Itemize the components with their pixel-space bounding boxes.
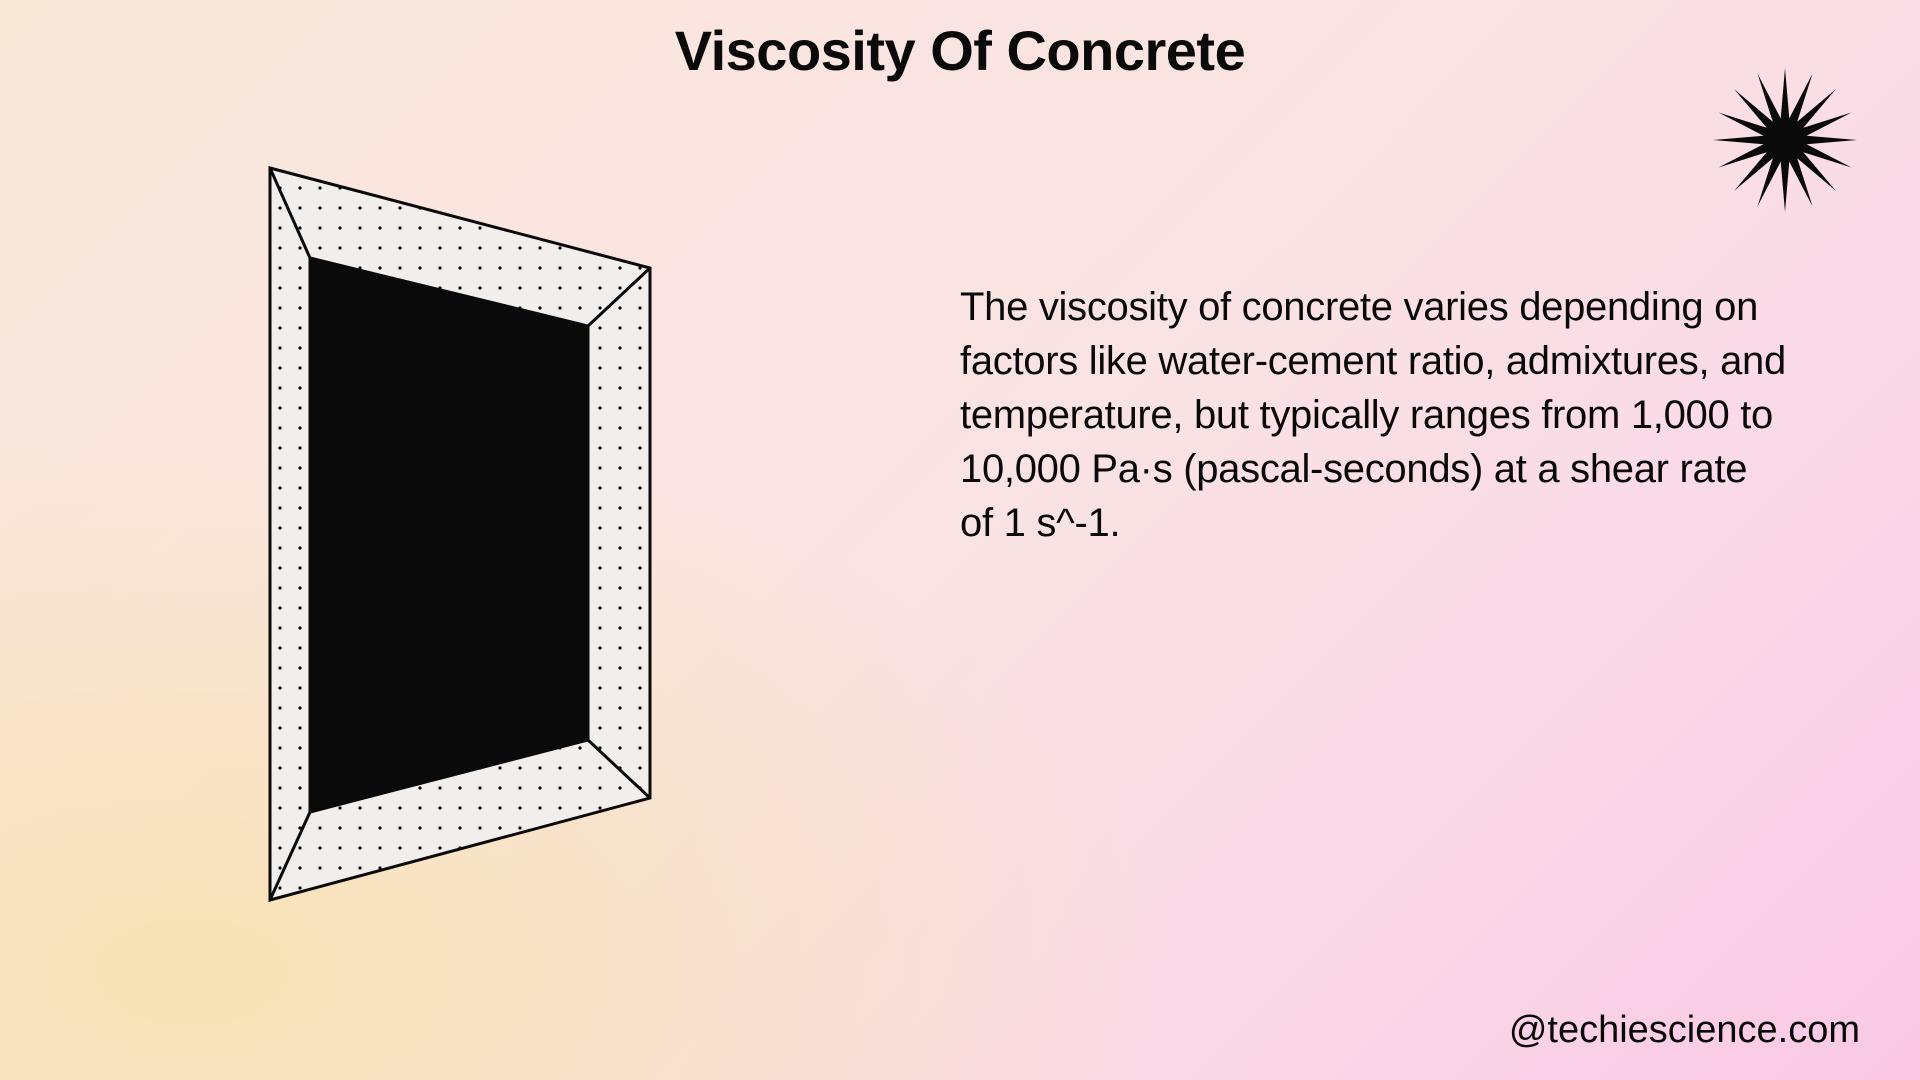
page-title: Viscosity Of Concrete [0,18,1920,83]
body-text: The viscosity of concrete varies dependi… [960,280,1790,550]
concrete-frame-illustration [250,158,670,918]
starburst-icon [1710,65,1860,215]
attribution-handle: @techiescience.com [1509,1009,1860,1052]
